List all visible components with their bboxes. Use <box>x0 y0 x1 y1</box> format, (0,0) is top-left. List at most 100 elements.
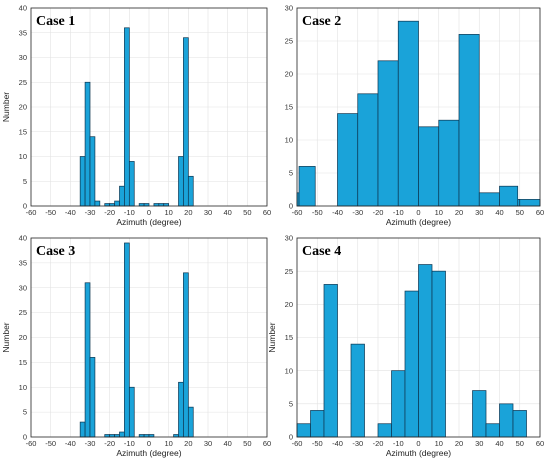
y-tick-label: 30 <box>285 4 293 13</box>
histogram-bar <box>89 136 96 207</box>
histogram-bar <box>124 27 130 207</box>
x-tick-label: 20 <box>455 208 463 217</box>
y-tick-label: 5 <box>23 177 27 186</box>
axes-frame <box>296 237 541 438</box>
x-tick-label: -30 <box>85 439 96 448</box>
histogram-bar <box>187 406 194 438</box>
histogram-bar <box>128 386 135 438</box>
histogram-bar <box>418 264 433 438</box>
x-tick-label: 50 <box>516 439 524 448</box>
x-tick-label: -20 <box>373 208 384 217</box>
y-tick-label: 30 <box>19 283 27 292</box>
y-axis-label: Number <box>1 322 11 352</box>
histogram-bar <box>296 423 311 438</box>
histogram-bar <box>183 272 189 438</box>
x-tick-label: -30 <box>352 208 363 217</box>
y-tick-label: 20 <box>19 333 27 342</box>
x-tick-label: 0 <box>147 439 151 448</box>
chart-case-3: -60 -50 -40 -30 -20 -10 0 10 20 30 40 50 60 0 5 10 15 20 2… <box>1 234 271 458</box>
x-tick-label: 0 <box>416 439 420 448</box>
x-axis-label: Azimuth (degree) <box>116 217 181 227</box>
histogram-bar <box>178 381 184 438</box>
histogram-bar <box>128 161 135 207</box>
panel-title: Case 4 <box>302 244 341 259</box>
x-tick-label: 20 <box>184 439 192 448</box>
histogram-bar <box>478 192 500 207</box>
histogram-bar <box>404 290 419 438</box>
x-tick-label: -10 <box>393 208 404 217</box>
histogram-bar <box>310 410 325 438</box>
histogram-bar <box>397 20 419 207</box>
x-tick-label: -10 <box>124 208 135 217</box>
y-tick-label: 10 <box>285 136 293 145</box>
x-tick-label: 30 <box>204 439 212 448</box>
y-axis-label: Number <box>267 322 277 352</box>
axes-frame <box>30 7 268 207</box>
histogram-bar <box>377 60 399 207</box>
histogram-bar <box>418 126 440 207</box>
x-axis-label: Azimuth (degree) <box>116 448 181 458</box>
x-axis-label: Azimuth (degree) <box>386 448 451 458</box>
x-tick-label: -30 <box>352 439 363 448</box>
panel-title: Case 1 <box>36 14 75 29</box>
y-tick-label: 0 <box>289 433 293 442</box>
x-tick-label: 20 <box>455 439 463 448</box>
x-tick-label: -50 <box>45 439 56 448</box>
x-tick-label: 30 <box>204 208 212 217</box>
x-tick-label: -40 <box>332 208 343 217</box>
x-tick-label: -60 <box>26 208 37 217</box>
x-tick-label: 60 <box>263 208 271 217</box>
x-tick-label: 40 <box>495 208 503 217</box>
x-tick-label: -60 <box>292 208 303 217</box>
y-tick-label: 15 <box>285 333 293 342</box>
histogram-bar <box>431 270 446 438</box>
y-tick-label: 15 <box>19 127 27 136</box>
x-tick-label: -10 <box>124 439 135 448</box>
axes-frame <box>296 7 541 207</box>
x-tick-label: -20 <box>104 439 115 448</box>
x-tick-label: 10 <box>164 439 172 448</box>
y-tick-label: 30 <box>19 53 27 62</box>
x-tick-label: -40 <box>65 439 76 448</box>
x-tick-label: -60 <box>292 439 303 448</box>
x-tick-label: 60 <box>536 208 544 217</box>
y-tick-label: 10 <box>19 383 27 392</box>
x-tick-label: 60 <box>536 439 544 448</box>
y-tick-label: 10 <box>19 152 27 161</box>
x-tick-label: 20 <box>184 208 192 217</box>
histogram-bar <box>84 282 91 438</box>
histogram-bar <box>178 156 184 207</box>
histogram-bar <box>119 185 125 207</box>
y-axis-label: Number <box>1 92 11 122</box>
x-tick-label: -50 <box>45 208 56 217</box>
x-tick-label: 50 <box>516 208 524 217</box>
y-tick-label: 25 <box>19 308 27 317</box>
y-tick-label: 15 <box>285 103 293 112</box>
y-tick-label: 35 <box>19 258 27 267</box>
histogram-bar <box>298 166 316 207</box>
histogram-bar <box>114 200 120 207</box>
x-tick-label: 50 <box>243 439 251 448</box>
panel-title: Case 3 <box>36 244 75 259</box>
histogram-bar <box>458 34 480 207</box>
histogram-bar <box>485 423 500 438</box>
x-tick-label: 60 <box>263 439 271 448</box>
x-tick-label: 0 <box>147 208 151 217</box>
x-tick-label: 50 <box>243 208 251 217</box>
x-tick-label: -40 <box>65 208 76 217</box>
y-tick-label: 20 <box>285 300 293 309</box>
histogram-bar <box>391 370 406 438</box>
histogram-bar <box>323 284 338 438</box>
y-tick-label: 40 <box>19 234 27 243</box>
x-tick-label: 10 <box>435 208 443 217</box>
histogram-bar <box>183 37 189 207</box>
y-tick-label: 10 <box>285 366 293 375</box>
y-tick-label: 25 <box>19 78 27 87</box>
histogram-bar <box>79 421 86 438</box>
y-tick-label: 35 <box>19 28 27 37</box>
y-tick-label: 5 <box>23 408 27 417</box>
y-tick-label: 5 <box>289 169 293 178</box>
y-tick-label: 20 <box>19 103 27 112</box>
chart-case-1: -60 -50 -40 -30 -20 -10 0 10 20 30 40 50 60 0 5 10 15 20 2… <box>1 4 271 227</box>
